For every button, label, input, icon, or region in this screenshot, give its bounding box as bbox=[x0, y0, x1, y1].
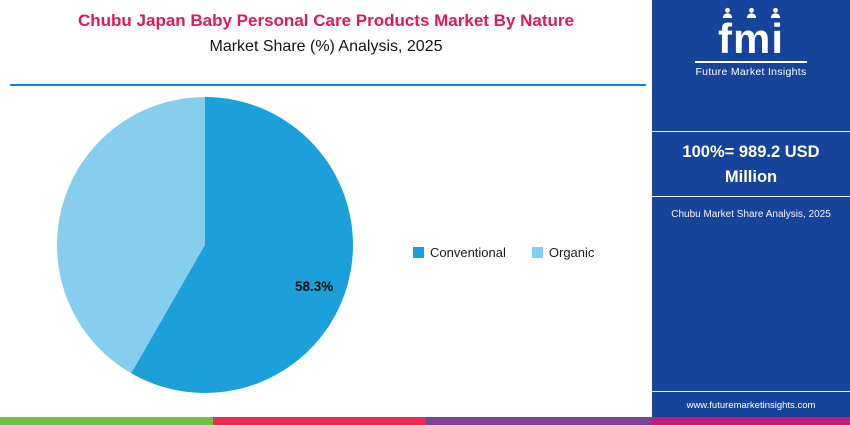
chart-subtitle: Market Share (%) Analysis, 2025 bbox=[209, 38, 443, 55]
stripe-segment bbox=[213, 417, 426, 425]
legend-swatch-conventional-icon bbox=[413, 247, 424, 258]
header-divider bbox=[10, 84, 646, 86]
logo-subtext: Future Market Insights bbox=[695, 65, 807, 78]
stripe-segment bbox=[0, 417, 213, 425]
legend-item-organic: Organic bbox=[531, 245, 595, 260]
stripe-segment bbox=[426, 417, 652, 425]
legend-item-conventional: Conventional bbox=[413, 245, 506, 260]
logo-text: fmi bbox=[718, 15, 784, 62]
logo-people-icons bbox=[652, 7, 850, 19]
pie-data-label: 58.3% bbox=[295, 279, 334, 294]
logo-divider bbox=[695, 60, 807, 63]
stripe-segment bbox=[652, 417, 850, 425]
header: Chubu Japan Baby Personal Care Products … bbox=[0, 0, 652, 86]
legend-label-conventional: Conventional bbox=[430, 245, 506, 260]
sidebar-caption: Chubu Market Share Analysis, 2025 bbox=[671, 209, 831, 220]
legend-swatch-organic-icon bbox=[531, 247, 543, 258]
pie-chart bbox=[57, 97, 353, 393]
person-icon bbox=[770, 7, 780, 18]
pie-chart-area: 58.3% bbox=[57, 97, 353, 393]
legend-label-organic: Organic bbox=[548, 245, 595, 260]
sidebar-divider bbox=[652, 131, 850, 132]
sidebar-divider bbox=[652, 391, 850, 392]
chart-title: Chubu Japan Baby Personal Care Products … bbox=[78, 11, 574, 30]
legend: Conventional Organic bbox=[413, 245, 594, 260]
fmi-logo: fmi Future Market Insights bbox=[652, 7, 850, 78]
sidebar: fmi Future Market Insights 100%= 989.2 U… bbox=[652, 0, 850, 425]
bottom-stripe bbox=[0, 417, 850, 425]
person-icon bbox=[722, 7, 732, 18]
person-icon bbox=[746, 7, 756, 18]
website-link[interactable]: www.futuremarketinsights.com bbox=[686, 400, 816, 411]
sidebar-divider bbox=[652, 196, 850, 197]
market-size-stat: 100%= 989.2 USD Million bbox=[682, 143, 820, 186]
